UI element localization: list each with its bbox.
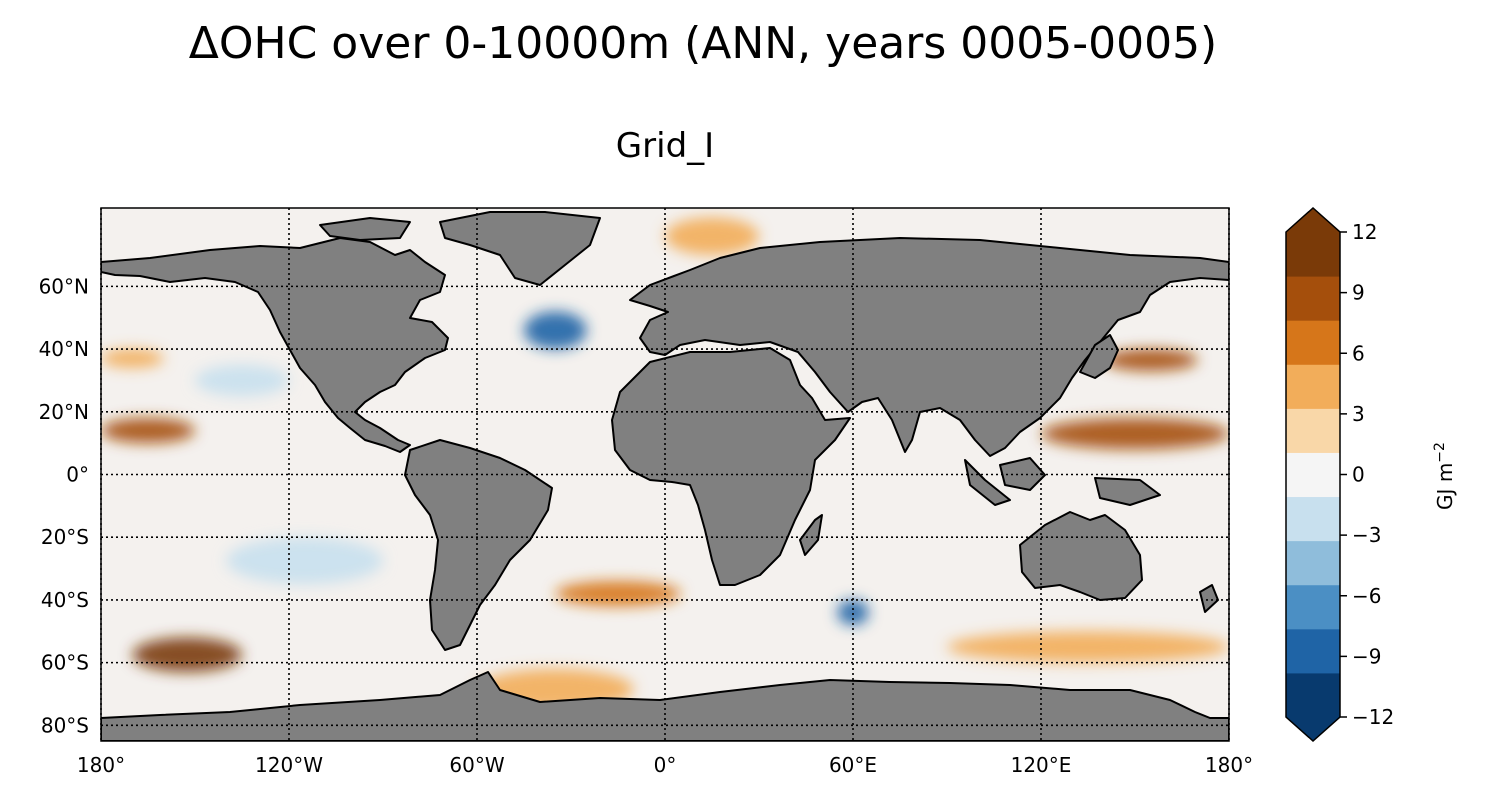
land-antarctica: [101, 671, 1229, 741]
lat-tick-label: 20°N: [39, 400, 89, 424]
colorbar-segment: [1286, 276, 1340, 321]
lon-tick-label: 180°: [1205, 753, 1253, 777]
lon-tick-label: 120°E: [1011, 753, 1072, 777]
colorbar-tick-label: 6: [1352, 341, 1365, 365]
map-frame: [100, 207, 1230, 742]
anomaly-band: [555, 581, 681, 607]
colorbar-extend-min: [1286, 717, 1340, 741]
lat-tick-label: 20°S: [41, 525, 89, 549]
colorbar-segment: [1286, 628, 1340, 674]
lon-tick-label: 120°W: [255, 753, 323, 777]
lon-tick-label: 60°E: [829, 753, 877, 777]
lat-tick-labels: 60°N 40°N 20°N 0° 20°S 40°S 60°S 80°S: [39, 274, 89, 737]
lon-tick-labels: 180° 120°W 60°W 0° 60°E 120°E 180°: [77, 753, 1253, 777]
lat-tick-label: 0°: [66, 463, 89, 487]
panel-title: Grid_I: [615, 126, 715, 166]
colorbar-tick-label: 9: [1352, 281, 1365, 305]
colorbar-label-exponent: −2: [1432, 442, 1448, 463]
colorbar-segment: [1286, 232, 1340, 277]
land-greenland: [439, 211, 601, 286]
anomaly-band: [195, 364, 289, 397]
colorbar-segment: [1286, 540, 1340, 586]
land-north-america: [101, 237, 449, 453]
anomaly-band: [226, 537, 383, 585]
colorbar-segment: [1286, 320, 1340, 365]
anomaly-band: [132, 637, 242, 673]
colorbar-segment: [1286, 364, 1340, 409]
colorbar-extend-max: [1286, 208, 1340, 232]
colorbar: [1285, 206, 1341, 743]
lat-tick-label: 60°S: [41, 651, 89, 675]
land-arctic-islands: [319, 217, 411, 241]
anomaly-layer: [101, 217, 1229, 710]
lat-tick-label: 60°N: [39, 274, 89, 298]
anomaly-band: [1103, 349, 1198, 372]
land-maritime-continent: [964, 457, 1161, 506]
figure-title: ΔOHC over 0-10000m (ANN, years 0005-0005…: [188, 18, 1218, 69]
colorbar-ticks: 12 9 6 3 0 −3 −6 −9 −12: [1340, 220, 1394, 729]
colorbar-tick-label: −6: [1352, 584, 1381, 608]
colorbar-segment: [1286, 496, 1340, 542]
colorbar-tick-label: 3: [1352, 402, 1365, 426]
land-south-america: [404, 439, 553, 651]
colorbar-segment: [1286, 452, 1340, 498]
lon-tick-label: 180°: [77, 753, 125, 777]
colorbar-tick-label: −9: [1352, 644, 1381, 668]
anomaly-band: [947, 631, 1229, 663]
anomaly-band: [524, 311, 587, 350]
colorbar-tick-label: 12: [1352, 220, 1377, 244]
colorbar-tick-label: −3: [1352, 523, 1381, 547]
anomaly-band: [101, 418, 195, 444]
land-australia: [1019, 511, 1143, 601]
colorbar-label: GJ m−2: [1432, 442, 1457, 510]
land-japan: [1079, 334, 1119, 379]
colorbar-tick-label: −12: [1352, 705, 1394, 729]
lat-tick-label: 40°S: [41, 588, 89, 612]
colorbar-segment: [1286, 672, 1340, 718]
colorbar-segment: [1286, 408, 1340, 453]
lon-tick-label: 60°W: [449, 753, 504, 777]
colorbar-tick-label: 0: [1352, 463, 1365, 487]
anomaly-band: [837, 599, 869, 625]
lat-tick-label: 40°N: [39, 337, 89, 361]
land-new-zealand: [1199, 584, 1219, 613]
anomaly-band: [101, 349, 164, 368]
land-afro-eurasia: [611, 237, 1229, 586]
lon-tick-label: 0°: [654, 753, 677, 777]
colorbar-segment: [1286, 584, 1340, 630]
anomaly-band: [1041, 418, 1229, 450]
anomaly-band: [665, 217, 759, 256]
land-layer: [101, 211, 1229, 741]
lat-tick-label: 80°S: [41, 713, 89, 737]
